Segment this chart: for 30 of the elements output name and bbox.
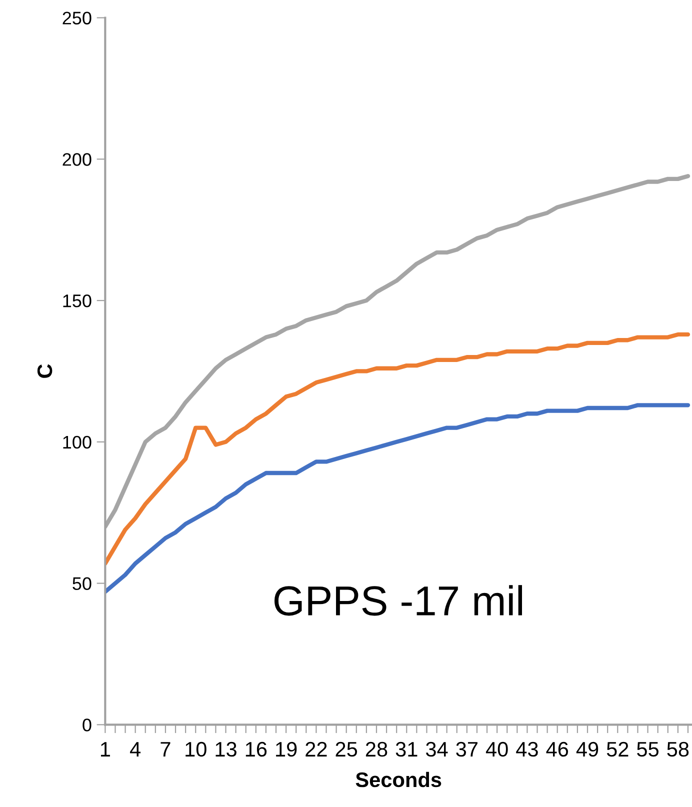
y-tick-label: 200 bbox=[62, 153, 92, 166]
x-tick-label: 1 bbox=[100, 742, 110, 756]
x-tick-label: 28 bbox=[366, 742, 388, 757]
line-series bbox=[105, 332, 690, 566]
x-tick-label: 55 bbox=[637, 742, 658, 757]
x-tick-label: 25 bbox=[336, 742, 358, 757]
annotation: GPPS -17 mil bbox=[274, 585, 522, 616]
x-tick-label: 49 bbox=[576, 742, 598, 757]
x-tick-label: 58 bbox=[667, 742, 689, 757]
x-tick-label: 46 bbox=[546, 742, 568, 757]
x-axis-title: Seconds bbox=[356, 772, 442, 788]
x-tick-label: 34 bbox=[426, 742, 448, 757]
x-tick-label: 31 bbox=[396, 742, 418, 757]
x-tick-label: 4 bbox=[130, 742, 141, 756]
x-tick-label: 19 bbox=[276, 742, 297, 757]
x-tick-label: 43 bbox=[516, 742, 538, 757]
y-tick-label: 0 bbox=[82, 718, 92, 732]
y-axis-title: C bbox=[37, 364, 52, 378]
y-tick-label: 250 bbox=[62, 12, 92, 24]
x-tick-label: 16 bbox=[246, 742, 267, 757]
x-tick-label: 52 bbox=[606, 742, 628, 757]
x-tick-label: 10 bbox=[186, 742, 206, 757]
x-tick-label: 40 bbox=[486, 742, 508, 757]
x-tick-label: 22 bbox=[306, 742, 327, 756]
y-tick-label: 150 bbox=[63, 294, 92, 308]
y-tick-label: 50 bbox=[72, 577, 92, 590]
x-tick-label: 37 bbox=[456, 742, 478, 757]
y-tick-label: 100 bbox=[63, 436, 92, 449]
x-tick-label: 7 bbox=[160, 742, 170, 756]
x-tick-label: 13 bbox=[216, 742, 236, 757]
